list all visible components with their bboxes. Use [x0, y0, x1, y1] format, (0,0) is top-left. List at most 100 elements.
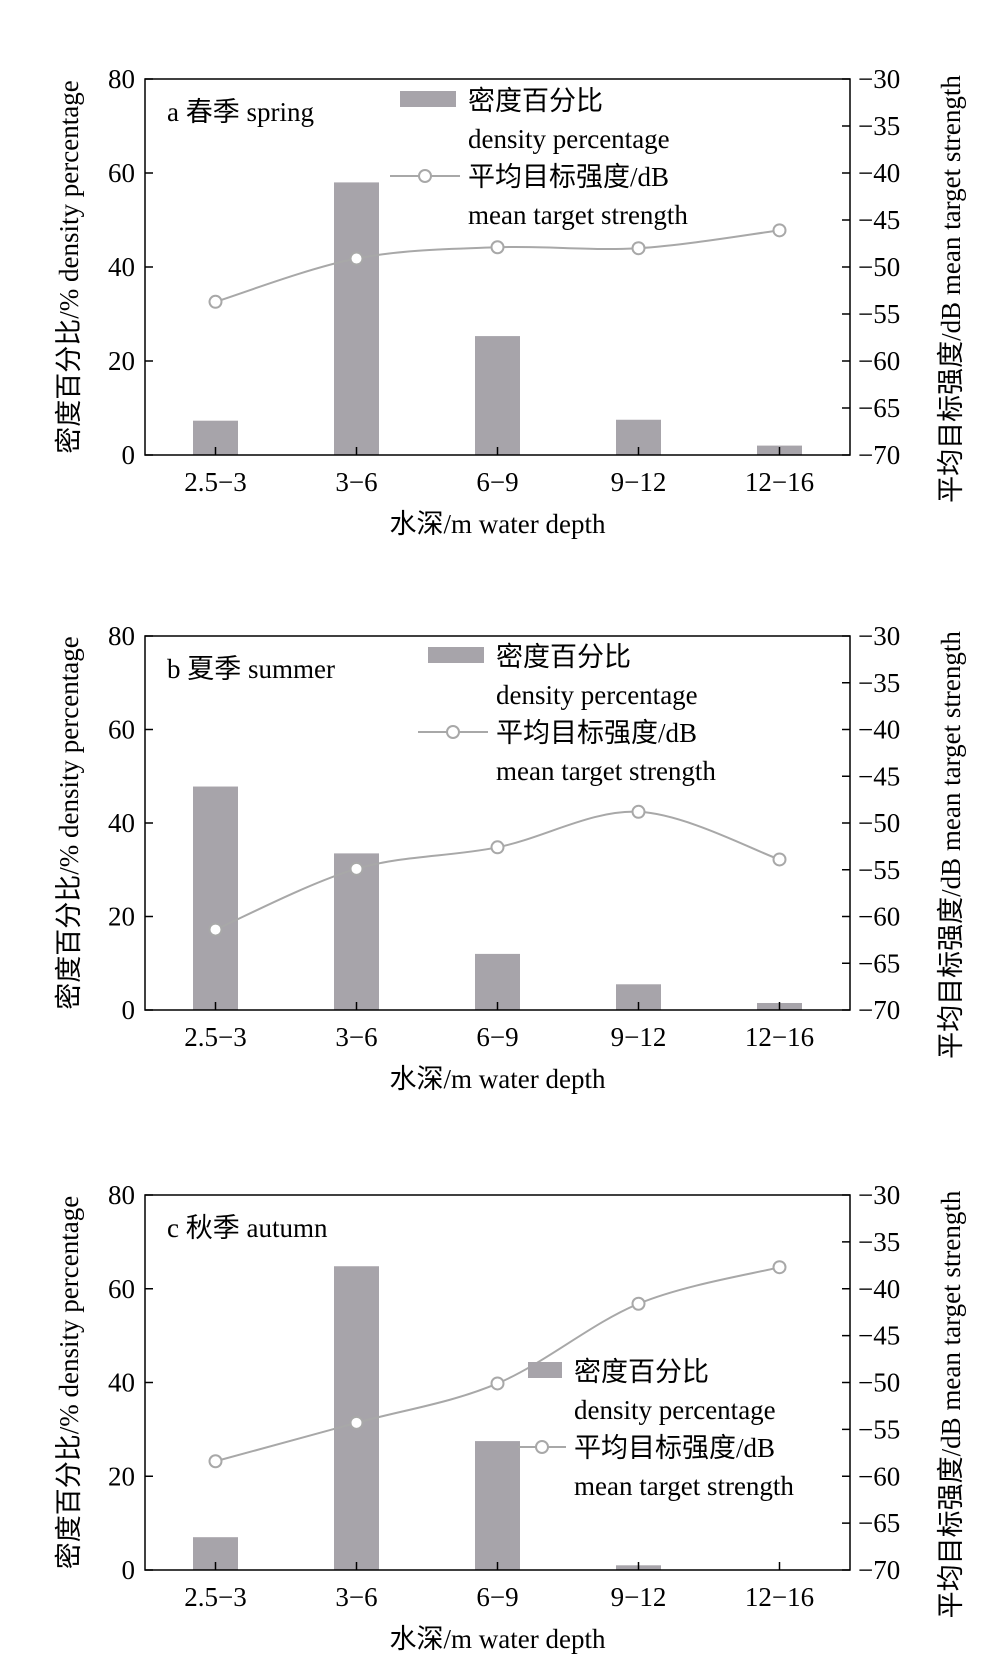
x-tick-label: 9−12	[611, 1022, 667, 1052]
target-strength-point-2.5−3	[208, 294, 223, 309]
y-tick-label: 40	[108, 1368, 135, 1398]
y2-tick-label: −60	[858, 902, 900, 932]
y2-tick-label: −55	[858, 1414, 900, 1444]
target-strength-point-3−6	[349, 861, 364, 876]
target-strength-point-9−12	[631, 1296, 646, 1311]
legend-line-marker	[535, 1440, 549, 1454]
y-tick-label: 60	[108, 158, 135, 188]
x-axis-label: 水深/m water depth	[390, 1064, 606, 1094]
bar-6−9	[475, 336, 520, 455]
y2-tick-label: −55	[858, 855, 900, 885]
y-tick-label: 40	[108, 252, 135, 282]
x-tick-label: 12−16	[745, 1022, 814, 1052]
legend-line-marker	[418, 169, 432, 183]
x-axis-label: 水深/m water depth	[390, 509, 606, 539]
y2-tick-label: −35	[858, 668, 900, 698]
y2-tick-label: −45	[858, 205, 900, 235]
y-tick-label: 0	[122, 995, 136, 1025]
target-strength-point-12−16	[772, 1260, 787, 1275]
panel-a: 0 20 40 60 80 −70 −65 −60 −55 −50 −45 −40 −35 −30 2.5−…	[54, 64, 966, 539]
legend-bar-swatch	[428, 647, 484, 663]
x-tick-label: 3−6	[335, 1582, 377, 1612]
y2-tick-label: −50	[858, 1368, 900, 1398]
y-axis-label: 密度百分比/% density percentage	[54, 80, 84, 453]
y2-tick-label: −70	[858, 995, 900, 1025]
x-axis-label: 水深/m water depth	[390, 1624, 606, 1654]
panel-title: b 夏季 summer	[167, 654, 335, 684]
y2-tick-label: −70	[858, 440, 900, 470]
x-tick-label: 2.5−3	[184, 467, 246, 497]
y-tick-label: 80	[108, 621, 135, 651]
legend-line-label: 平均目标强度/dB	[496, 718, 697, 748]
y-tick-label: 80	[108, 1180, 135, 1210]
y2-tick-label: −35	[858, 111, 900, 141]
legend-bar-swatch	[528, 1362, 562, 1378]
x-tick-label: 12−16	[745, 467, 814, 497]
target-strength-point-9−12	[631, 241, 646, 256]
target-strength-point-6−9	[490, 1376, 505, 1391]
legend-line-label: 平均目标强度/dB	[574, 1433, 775, 1463]
x-tick-label: 2.5−3	[184, 1582, 246, 1612]
x-tick-label: 12−16	[745, 1582, 814, 1612]
target-strength-point-3−6	[349, 251, 364, 266]
bar-6−9	[475, 1441, 520, 1570]
x-tick-label: 9−12	[611, 1582, 667, 1612]
bar-2.5−3	[193, 786, 238, 1010]
legend-line-label: 平均目标强度/dB	[468, 162, 669, 192]
legend-bar-label-en: density percentage	[468, 124, 670, 154]
y2-axis-label: 平均目标强度/dB mean target strength	[936, 1190, 966, 1618]
legend-line-marker	[446, 725, 460, 739]
bar-6−9	[475, 953, 520, 1010]
y-tick-label: 20	[108, 346, 135, 376]
legend-bar-label-en: density percentage	[574, 1395, 776, 1425]
y2-tick-label: −50	[858, 808, 900, 838]
target-strength-point-6−9	[490, 240, 505, 255]
x-tick-label: 2.5−3	[184, 1022, 246, 1052]
target-strength-point-6−9	[490, 840, 505, 855]
y-tick-label: 60	[108, 1274, 135, 1304]
y2-axis-label: 平均目标强度/dB mean target strength	[936, 631, 966, 1059]
target-strength-point-3−6	[349, 1415, 364, 1430]
legend-line-label-en: mean target strength	[496, 756, 716, 786]
x-tick-label: 3−6	[335, 467, 377, 497]
x-tick-label: 6−9	[476, 1022, 518, 1052]
legend-bar-swatch	[400, 91, 456, 107]
target-strength-line	[215, 810, 780, 931]
y2-tick-label: −40	[858, 1274, 900, 1304]
y2-tick-label: −65	[858, 1508, 900, 1538]
target-strength-point-12−16	[772, 223, 787, 238]
y2-tick-label: −45	[858, 761, 900, 791]
x-tick-label: 3−6	[335, 1022, 377, 1052]
legend-bar-label: 密度百分比	[496, 642, 631, 672]
target-strength-point-2.5−3	[208, 922, 223, 937]
target-strength-point-9−12	[631, 804, 646, 819]
y-axis-label: 密度百分比/% density percentage	[54, 1196, 84, 1569]
panel-b: 0 20 40 60 80 −70 −65 −60 −55 −50 −45 −40 −35 −30 2.5−…	[54, 621, 966, 1094]
y-axis-label: 密度百分比/% density percentage	[54, 636, 84, 1009]
y2-tick-label: −35	[858, 1227, 900, 1257]
x-tick-label: 6−9	[476, 467, 518, 497]
y-tick-label: 40	[108, 808, 135, 838]
y2-axis-label: 平均目标强度/dB mean target strength	[936, 75, 966, 503]
y2-tick-label: −40	[858, 715, 900, 745]
y2-tick-label: −30	[858, 621, 900, 651]
y2-tick-label: −45	[858, 1321, 900, 1351]
target-strength-point-12−16	[772, 852, 787, 867]
y2-tick-label: −30	[858, 64, 900, 94]
legend-line-label-en: mean target strength	[574, 1471, 794, 1501]
y2-tick-label: −60	[858, 1461, 900, 1491]
y-tick-label: 60	[108, 715, 135, 745]
y2-tick-label: −60	[858, 346, 900, 376]
legend-line-label-en: mean target strength	[468, 200, 688, 230]
bar-3−6	[334, 182, 379, 455]
panel-c: 0 20 40 60 80 −70 −65 −60 −55 −50 −45 −40 −35 −30 2.5−…	[54, 1180, 966, 1654]
y2-tick-label: −30	[858, 1180, 900, 1210]
legend-bar-label-en: density percentage	[496, 680, 698, 710]
y2-tick-label: −65	[858, 393, 900, 423]
legend-bar-label: 密度百分比	[468, 86, 603, 116]
x-tick-label: 9−12	[611, 467, 667, 497]
bar-3−6	[334, 853, 379, 1010]
panel-title: c 秋季 autumn	[167, 1213, 328, 1243]
